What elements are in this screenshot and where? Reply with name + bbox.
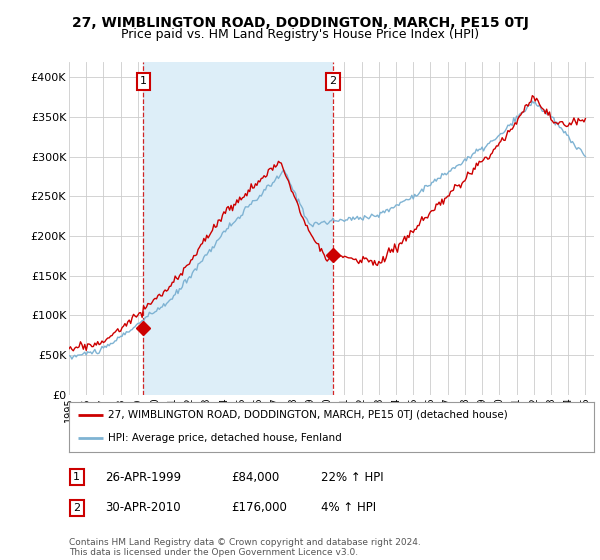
Text: £84,000: £84,000 bbox=[231, 470, 279, 484]
Text: £176,000: £176,000 bbox=[231, 501, 287, 515]
Text: HPI: Average price, detached house, Fenland: HPI: Average price, detached house, Fenl… bbox=[109, 433, 342, 444]
Text: 2: 2 bbox=[73, 503, 80, 513]
Text: 4% ↑ HPI: 4% ↑ HPI bbox=[321, 501, 376, 515]
Text: 27, WIMBLINGTON ROAD, DODDINGTON, MARCH, PE15 0TJ: 27, WIMBLINGTON ROAD, DODDINGTON, MARCH,… bbox=[71, 16, 529, 30]
Text: 22% ↑ HPI: 22% ↑ HPI bbox=[321, 470, 383, 484]
Text: 1: 1 bbox=[140, 76, 147, 86]
Text: 27, WIMBLINGTON ROAD, DODDINGTON, MARCH, PE15 0TJ (detached house): 27, WIMBLINGTON ROAD, DODDINGTON, MARCH,… bbox=[109, 410, 508, 420]
Text: 30-APR-2010: 30-APR-2010 bbox=[105, 501, 181, 515]
Text: 2: 2 bbox=[329, 76, 337, 86]
Text: Price paid vs. HM Land Registry's House Price Index (HPI): Price paid vs. HM Land Registry's House … bbox=[121, 28, 479, 41]
Text: 26-APR-1999: 26-APR-1999 bbox=[105, 470, 181, 484]
Text: Contains HM Land Registry data © Crown copyright and database right 2024.
This d: Contains HM Land Registry data © Crown c… bbox=[69, 538, 421, 557]
Bar bbox=[143, 62, 333, 395]
Text: 1: 1 bbox=[73, 472, 80, 482]
